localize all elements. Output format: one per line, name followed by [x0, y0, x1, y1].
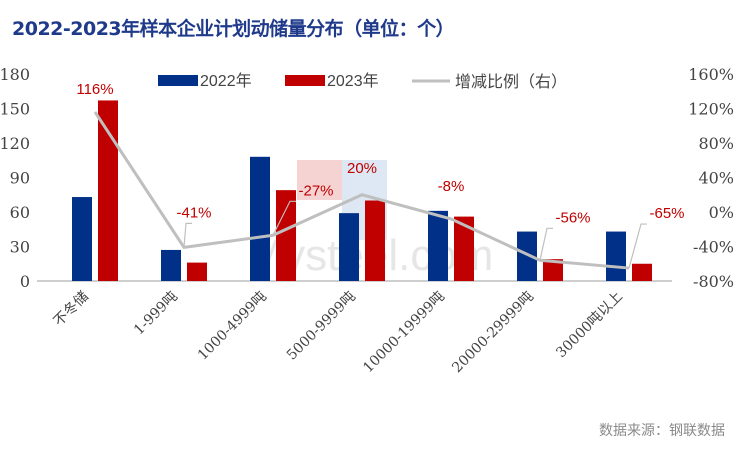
data-label: 20%: [347, 160, 377, 177]
data-label: 116%: [76, 81, 113, 98]
bar-2022年: [606, 231, 626, 281]
watermark-logo: [297, 160, 342, 200]
y-tick-label: 60: [10, 203, 30, 222]
x-tick-label: 30000吨以上: [553, 289, 626, 362]
bar-2023年: [632, 263, 652, 281]
bar-2022年: [517, 231, 537, 281]
legend-swatch: [285, 75, 325, 86]
bar-2023年: [543, 259, 563, 281]
data-label: -8%: [438, 178, 465, 195]
label-leader: [628, 223, 647, 269]
data-label: -56%: [555, 209, 590, 226]
label-leader: [539, 227, 553, 261]
y2-tick-label: -40%: [693, 238, 734, 257]
y-tick-label: 180: [0, 65, 30, 84]
bar-2023年: [276, 190, 296, 281]
label-leader: [183, 222, 192, 248]
x-tick-label: 1000-4999吨: [195, 289, 270, 364]
y2-tick-label: 160%: [688, 65, 734, 84]
x-tick-label: 5000-9999吨: [284, 289, 359, 364]
legend-label: 增减比例（右）: [455, 72, 567, 91]
y-tick-label: 120: [0, 134, 30, 153]
chart-title: 2022-2023年样本企业计划动储量分布（单位：个）: [12, 18, 455, 40]
legend-label: 2022年: [200, 72, 252, 90]
source-note: 数据来源：钢联数据: [599, 423, 725, 439]
legend-label: 2023年: [327, 72, 379, 90]
label-leader: [272, 200, 296, 236]
y2-tick-label: 0%: [709, 203, 734, 222]
bar-2022年: [161, 249, 181, 281]
bar-2022年: [72, 197, 92, 281]
y2-tick-label: -80%: [693, 272, 734, 291]
bar-2023年: [98, 100, 118, 281]
bar-2022年: [428, 210, 448, 281]
bar-2023年: [187, 262, 207, 281]
y-tick-label: 150: [0, 100, 30, 119]
data-label: -41%: [176, 204, 211, 221]
bar-2022年: [339, 213, 359, 281]
bar-2023年: [365, 200, 385, 281]
x-tick-label: 1-999吨: [131, 289, 181, 339]
y2-tick-label: 40%: [698, 169, 734, 188]
bar-2023年: [454, 216, 474, 281]
legend-swatch: [158, 75, 198, 86]
y-tick-label: 90: [10, 169, 30, 188]
y2-tick-label: 120%: [688, 100, 734, 119]
data-label: -27%: [298, 182, 333, 199]
y-tick-label: 0: [20, 272, 30, 291]
bar-2022年: [250, 156, 270, 281]
y-tick-label: 30: [10, 238, 30, 257]
x-tick-label: 20000-29999吨: [449, 289, 537, 377]
data-label: -65%: [649, 205, 684, 222]
x-tick-label: 不冬储: [51, 289, 92, 330]
y2-tick-label: 80%: [698, 134, 734, 153]
x-tick-label: 10000-19999吨: [360, 289, 448, 377]
